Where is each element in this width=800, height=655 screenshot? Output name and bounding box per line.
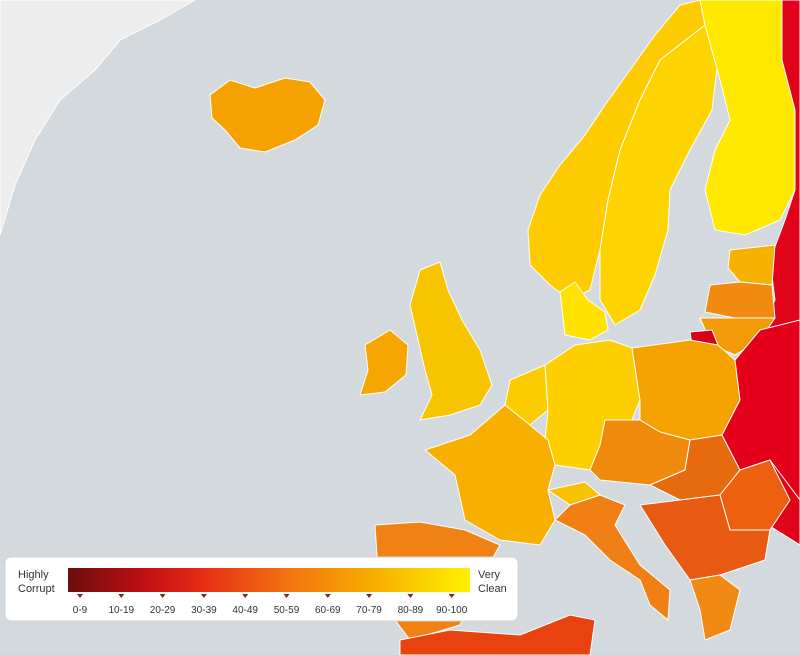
tick-marker xyxy=(407,594,414,598)
legend-ticks: 0-9 10-19 20-29 30-39 40-49 50-59 60-69 70-79 80… xyxy=(73,594,468,616)
range-label: 20-29 xyxy=(150,605,176,616)
tick-marker xyxy=(77,594,83,598)
greenland xyxy=(0,0,196,236)
range-label: 10-19 xyxy=(109,605,135,616)
tick-marker xyxy=(159,594,166,598)
range-label: 40-49 xyxy=(232,605,258,616)
uk xyxy=(409,261,493,421)
range-label: 80-89 xyxy=(398,605,424,616)
range-label: 30-39 xyxy=(191,605,217,616)
tick-marker xyxy=(448,594,455,598)
tick-marker xyxy=(200,594,207,598)
greece xyxy=(689,574,741,641)
north-africa xyxy=(399,614,596,655)
legend: Highly Corrupt Very Clean 0-9 10-19 20-29 3… xyxy=(4,556,519,622)
benelux xyxy=(504,364,549,426)
italy xyxy=(554,494,671,621)
legend-gradient xyxy=(68,568,470,592)
high-label: Clean xyxy=(478,583,507,595)
denmark xyxy=(559,281,609,341)
tick-marker xyxy=(118,594,125,598)
sweden xyxy=(599,24,719,326)
high-label: Very xyxy=(478,569,501,581)
tick-marker xyxy=(366,594,373,598)
range-label: 50-59 xyxy=(274,605,300,616)
tick-marker xyxy=(283,594,290,598)
range-label: 90-100 xyxy=(436,605,468,616)
iceland xyxy=(209,77,326,153)
range-label: 60-69 xyxy=(315,605,341,616)
range-label: 0-9 xyxy=(73,605,88,616)
balkans xyxy=(639,494,771,581)
latvia xyxy=(704,281,776,319)
range-label: 70-79 xyxy=(356,605,382,616)
ireland xyxy=(359,329,409,396)
ukraine-belarus xyxy=(721,319,800,501)
low-label: Corrupt xyxy=(18,583,55,595)
low-label: Highly xyxy=(18,569,49,581)
tick-marker xyxy=(242,594,249,598)
tick-marker xyxy=(324,594,331,598)
